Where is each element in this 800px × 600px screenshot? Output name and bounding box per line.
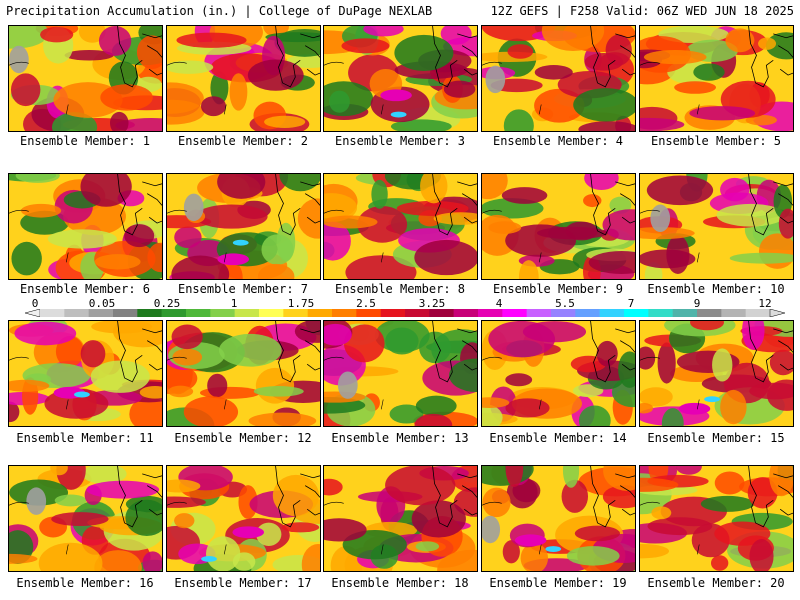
legend-tick-label: 12 <box>758 297 772 310</box>
ensemble-member-label: Ensemble Member: 15 <box>647 431 785 445</box>
legend-tick-label: 0.25 <box>153 297 181 310</box>
legend-swatch <box>380 309 406 317</box>
ensemble-member-map-2 <box>166 25 321 132</box>
ensemble-member-map-7 <box>166 173 321 280</box>
legend-swatch <box>526 309 552 317</box>
legend-swatch <box>672 309 698 317</box>
ensemble-member-map-20 <box>639 465 794 572</box>
ensemble-member-label: Ensemble Member: 1 <box>19 134 151 148</box>
legend-swatch <box>210 309 235 317</box>
legend-max-arrow <box>769 309 785 317</box>
legend-tick-label: 1 <box>230 297 238 310</box>
ensemble-member-map-5 <box>639 25 794 132</box>
legend-tick-label: 4 <box>495 297 503 310</box>
ensemble-member-label: Ensemble Member: 18 <box>331 576 469 590</box>
legend-swatch <box>648 309 673 317</box>
ensemble-member-label: Ensemble Member: 6 <box>19 282 151 296</box>
ensemble-member-map-6 <box>8 173 163 280</box>
ensemble-member-label: Ensemble Member: 5 <box>650 134 782 148</box>
map-title: Precipitation Accumulation (in.) | Colle… <box>6 4 433 18</box>
legend-swatch <box>64 309 89 317</box>
ensemble-member-map-8 <box>323 173 478 280</box>
ensemble-member-map-4 <box>481 25 636 132</box>
legend-swatch <box>40 309 65 317</box>
ensemble-member-label: Ensemble Member: 4 <box>492 134 624 148</box>
legend-swatch <box>478 309 503 317</box>
legend-swatch <box>575 309 600 317</box>
ensemble-member-label: Ensemble Member: 16 <box>16 576 154 590</box>
ensemble-member-label: Ensemble Member: 9 <box>492 282 624 296</box>
legend-swatch <box>429 309 454 317</box>
ensemble-member-label: Ensemble Member: 3 <box>334 134 466 148</box>
legend-min-arrow <box>25 309 41 317</box>
legend-swatch <box>624 309 649 317</box>
ensemble-member-label: Ensemble Member: 14 <box>489 431 627 445</box>
ensemble-member-map-12 <box>166 320 321 427</box>
legend-swatch <box>745 309 771 317</box>
ensemble-member-map-3 <box>323 25 478 132</box>
ensemble-member-map-13 <box>323 320 478 427</box>
legend-swatch <box>259 309 284 317</box>
ensemble-member-label: Ensemble Member: 11 <box>16 431 154 445</box>
ensemble-member-map-17 <box>166 465 321 572</box>
legend-tick-label: 5.5 <box>555 297 575 310</box>
legend-swatch <box>307 309 333 317</box>
color-legend: 0 0.05 0.25 1 1.75 2.5 3.25 4 5.5 7 9 12 <box>0 297 800 317</box>
ensemble-member-label: Ensemble Member: 13 <box>331 431 469 445</box>
legend-swatch <box>332 309 357 317</box>
legend-tick-label: 0 <box>31 297 39 310</box>
ensemble-member-map-18 <box>323 465 478 572</box>
legend-swatch <box>453 309 479 317</box>
ensemble-member-label: Ensemble Member: 2 <box>177 134 309 148</box>
ensemble-member-label: Ensemble Member: 10 <box>647 282 785 296</box>
ensemble-member-label: Ensemble Member: 12 <box>174 431 312 445</box>
ensemble-member-map-10 <box>639 173 794 280</box>
legend-tick-label: 2.5 <box>356 297 376 310</box>
legend-tick-label: 0.05 <box>88 297 116 310</box>
ensemble-member-label: Ensemble Member: 19 <box>489 576 627 590</box>
legend-swatch <box>721 309 746 317</box>
model-run-info: 12Z GEFS | F258 Valid: 06Z WED JUN 18 20… <box>490 4 794 18</box>
legend-colorbar <box>25 309 785 317</box>
legend-swatch <box>161 309 187 317</box>
ensemble-member-map-11 <box>8 320 163 427</box>
legend-swatch <box>137 309 162 317</box>
legend-swatch <box>551 309 576 317</box>
ensemble-member-map-15 <box>639 320 794 427</box>
legend-swatch <box>356 309 381 317</box>
ensemble-member-label: Ensemble Member: 20 <box>647 576 785 590</box>
legend-swatch <box>88 309 114 317</box>
ensemble-member-map-16 <box>8 465 163 572</box>
legend-swatch <box>113 309 138 317</box>
ensemble-member-label: Ensemble Member: 8 <box>334 282 466 296</box>
ensemble-member-label: Ensemble Member: 17 <box>174 576 312 590</box>
legend-tick-label: 7 <box>627 297 635 310</box>
legend-swatch <box>697 309 722 317</box>
legend-swatch <box>405 309 430 317</box>
legend-tick-label: 3.25 <box>418 297 446 310</box>
ensemble-member-label: Ensemble Member: 7 <box>177 282 309 296</box>
legend-swatch <box>502 309 527 317</box>
ensemble-member-map-9 <box>481 173 636 280</box>
ensemble-member-map-19 <box>481 465 636 572</box>
legend-tick-label: 1.75 <box>287 297 315 310</box>
legend-swatch <box>234 309 260 317</box>
legend-swatch <box>599 309 625 317</box>
ensemble-member-map-1 <box>8 25 163 132</box>
legend-swatch <box>186 309 211 317</box>
ensemble-member-map-14 <box>481 320 636 427</box>
legend-tick-label: 9 <box>693 297 701 310</box>
legend-swatch <box>283 309 308 317</box>
